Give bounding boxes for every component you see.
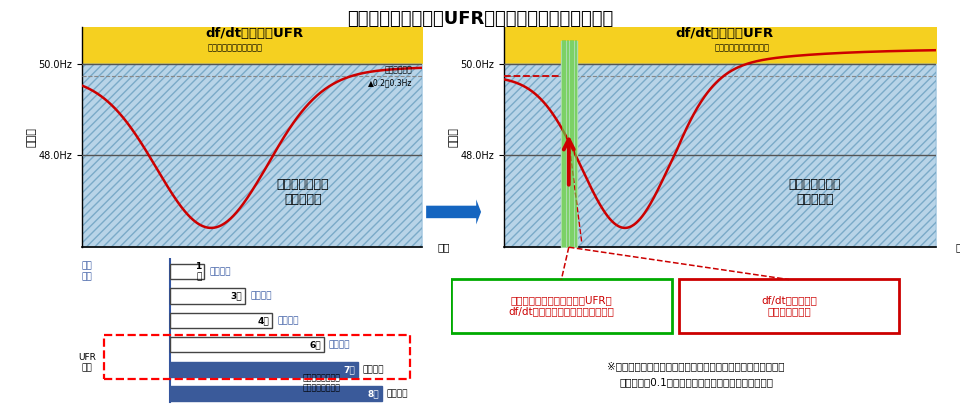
Text: 負荷遮断: 負荷遮断 (209, 267, 231, 276)
Text: 時間: 時間 (955, 242, 960, 252)
Text: ▲0.2～0.3Hz: ▲0.2～0.3Hz (368, 78, 412, 87)
Bar (170, 362, 358, 377)
Text: 8秒: 8秒 (367, 389, 379, 398)
Bar (104, 335, 411, 379)
Text: 供給力により周波数制御: 供給力により周波数制御 (207, 43, 262, 52)
Bar (170, 264, 204, 279)
Text: df/dt機能付のUFR: df/dt機能付のUFR (676, 27, 774, 40)
Text: 負荷遮断: 負荷遮断 (328, 340, 350, 349)
Text: 1
秒: 1 秒 (195, 262, 202, 281)
Text: 6秒: 6秒 (309, 340, 321, 349)
Text: 常時の周波数: 常時の周波数 (384, 66, 412, 75)
Text: df/dt機能なしUFR: df/dt機能なしUFR (205, 27, 303, 40)
Text: 周波数が回復した
時点で動作しない: 周波数が回復した 時点で動作しない (303, 373, 341, 392)
Text: 負荷遮断: 負荷遮断 (251, 292, 272, 300)
Text: 時限が長いため動作しないUFRを
df/dt機能として早期に動作させる: 時限が長いため動作しないUFRを df/dt機能として早期に動作させる (509, 295, 614, 316)
Bar (170, 386, 381, 401)
Text: 負荷遮断により
周波数調整: 負荷遮断により 周波数調整 (276, 178, 329, 206)
Text: 負荷遮断: 負荷遮断 (277, 316, 300, 325)
Bar (170, 337, 324, 352)
FancyBboxPatch shape (679, 279, 900, 333)
Bar (170, 288, 245, 304)
Text: 7秒: 7秒 (343, 365, 355, 374)
Bar (170, 313, 273, 328)
Text: 供給力により周波数制御: 供給力により周波数制御 (714, 43, 769, 52)
Text: ※あくまで分かりやすくするためのイメージであり、実際の時: ※あくまで分かりやすくするためのイメージであり、実際の時 (608, 361, 784, 371)
Text: 時限
開始: 時限 開始 (82, 262, 92, 281)
Text: 負荷遮断により
周波数調整: 負荷遮断により 周波数調整 (789, 178, 841, 206)
Y-axis label: 周波数: 周波数 (449, 127, 459, 147)
Y-axis label: 周波数: 周波数 (27, 127, 36, 147)
Text: df/dt機能による
周波数回復効果: df/dt機能による 周波数回復効果 (761, 295, 817, 316)
Text: 時間: 時間 (438, 242, 450, 252)
Text: UFR: UFR (78, 353, 96, 362)
Text: 動作せず: 動作せず (387, 389, 408, 398)
Text: 3秒: 3秒 (230, 292, 243, 300)
FancyBboxPatch shape (451, 279, 672, 333)
Text: 限設定は0.1秒程度の短時間の設定も行っている。: 限設定は0.1秒程度の短時間の設定も行っている。 (619, 377, 773, 387)
Text: 周波数低下リレー（UFR）の仕組み＜イメージ例＞: 周波数低下リレー（UFR）の仕組み＜イメージ例＞ (347, 10, 613, 28)
Text: 動作せず: 動作せず (363, 365, 384, 374)
Text: 時限: 時限 (82, 364, 92, 373)
Text: 4秒: 4秒 (258, 316, 270, 325)
